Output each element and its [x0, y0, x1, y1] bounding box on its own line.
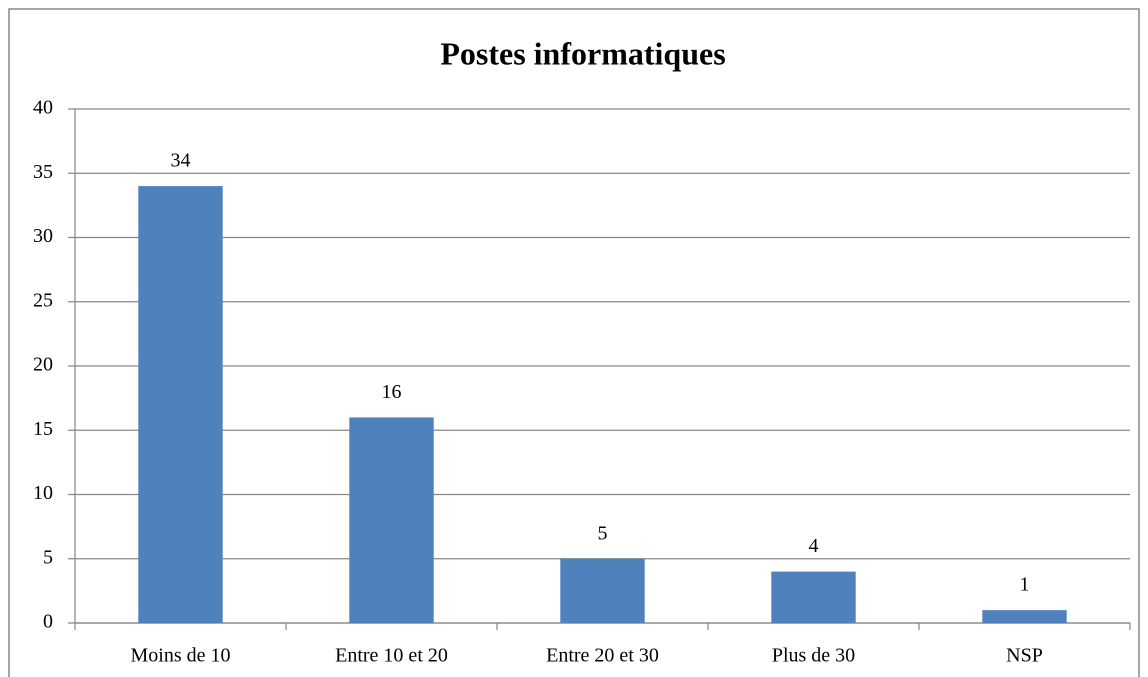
x-tick-label: Plus de 30: [772, 645, 855, 667]
y-tick-label: 40: [33, 97, 53, 119]
y-tick-label: 10: [33, 482, 53, 504]
y-tick-label: 15: [33, 418, 53, 440]
x-tick-label: Moins de 10: [131, 645, 231, 667]
y-tick-label: 5: [43, 546, 53, 568]
chart-title: Postes informatiques: [440, 35, 725, 71]
data-label: 34: [171, 150, 191, 172]
y-tick-label: 30: [33, 225, 53, 247]
bar: [982, 610, 1067, 623]
bar: [771, 571, 856, 623]
y-tick-label: 25: [33, 289, 53, 311]
x-tick-label: NSP: [1006, 645, 1043, 667]
y-tick-label: 35: [33, 161, 53, 183]
data-label: 16: [382, 381, 402, 403]
x-tick-label: Entre 10 et 20: [335, 645, 448, 667]
y-tick-label: 0: [43, 611, 53, 633]
x-tick-label: Entre 20 et 30: [546, 645, 659, 667]
data-label: 1: [1020, 574, 1030, 596]
data-label: 5: [598, 522, 608, 544]
bar: [138, 186, 223, 623]
y-tick-label: 20: [33, 354, 53, 376]
bar: [560, 558, 645, 623]
bar: [349, 417, 434, 623]
data-label: 4: [809, 535, 819, 557]
